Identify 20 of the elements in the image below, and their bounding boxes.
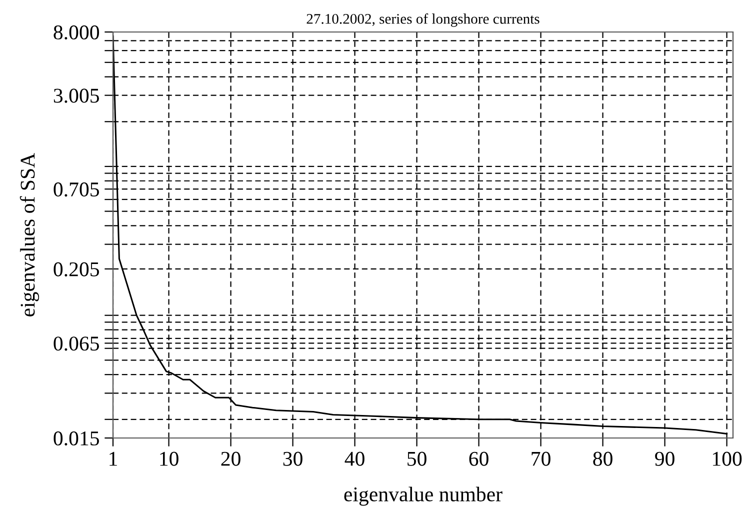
x-tick-label: 50 xyxy=(408,452,426,466)
y-tick-label: 0.705 xyxy=(54,182,99,197)
y-tick-label: 3.005 xyxy=(54,88,99,103)
x-tick-label: 30 xyxy=(283,452,302,466)
x-axis-title: eigenvalue number xyxy=(344,486,502,506)
x-tick-label: 80 xyxy=(593,452,612,466)
y-tick-label: 0.205 xyxy=(54,262,99,276)
y-axis-title: eigenvalues of SSA xyxy=(20,152,40,316)
y-tick-label: 8.000 xyxy=(54,25,100,40)
x-tick-label: 40 xyxy=(344,452,364,466)
y-tick-label: 0.015 xyxy=(54,431,99,446)
x-tick-label: 70 xyxy=(532,452,550,466)
x-tick-label: 10 xyxy=(160,452,178,466)
y-tick-label: 0.065 xyxy=(54,336,99,351)
x-tick-label: 100 xyxy=(713,452,742,466)
x-tick-label: 1 xyxy=(110,452,117,466)
x-tick-label: 90 xyxy=(655,452,674,466)
x-tick-label: 20 xyxy=(221,452,240,466)
chart-title: 27.10.2002, series of longshore currents xyxy=(306,13,540,27)
x-tick-label: 60 xyxy=(469,452,488,466)
